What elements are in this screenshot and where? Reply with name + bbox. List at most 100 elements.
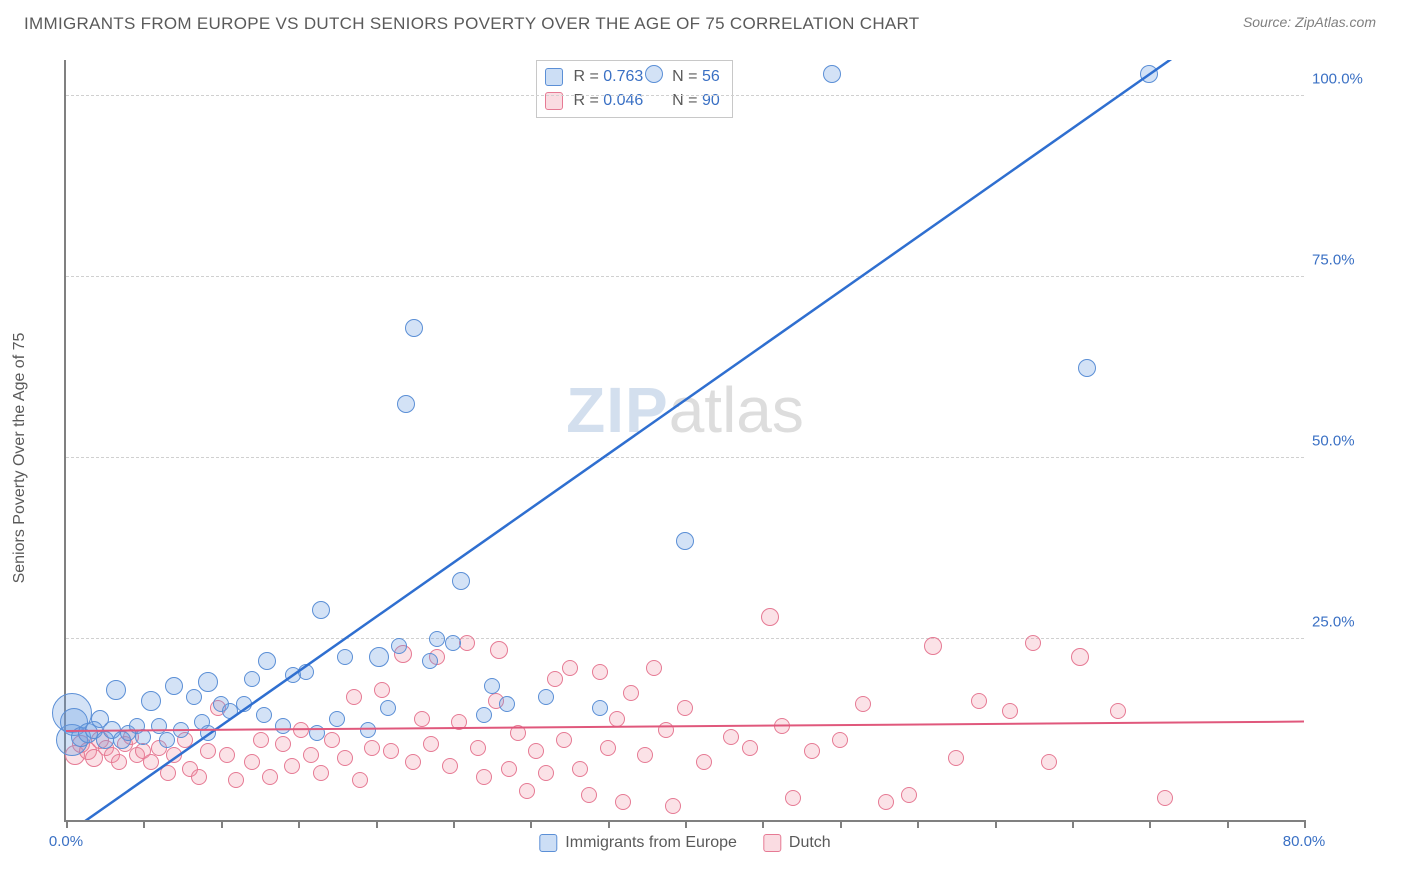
r-label: R (573, 68, 585, 85)
data-point-dutch (609, 711, 625, 727)
data-point-europe (422, 653, 438, 669)
data-point-dutch (374, 682, 390, 698)
data-point-dutch (901, 787, 917, 803)
gridline (66, 638, 1304, 639)
data-point-dutch (470, 740, 486, 756)
x-tick-label-end: 80.0% (1283, 833, 1326, 850)
data-point-europe (452, 572, 470, 590)
data-point-europe (397, 395, 415, 413)
data-point-europe (200, 725, 216, 741)
legend-label-dutch: Dutch (789, 834, 831, 852)
data-point-europe (429, 631, 445, 647)
data-point-dutch (572, 761, 588, 777)
data-point-dutch (459, 635, 475, 651)
data-point-dutch (878, 794, 894, 810)
data-point-dutch (592, 664, 608, 680)
swatch-blue-icon (545, 68, 563, 86)
data-point-dutch (696, 754, 712, 770)
data-point-dutch (423, 736, 439, 752)
x-tick (840, 820, 842, 828)
x-tick (685, 820, 687, 828)
correlation-legend: R = 0.763 N = 56 R = 0.046 N = 90 (536, 60, 732, 118)
data-point-dutch (262, 769, 278, 785)
data-point-dutch (723, 729, 739, 745)
data-point-dutch (383, 743, 399, 759)
data-point-europe (676, 532, 694, 550)
data-point-dutch (677, 700, 693, 716)
y-tick-label: 50.0% (1312, 433, 1374, 450)
legend-item-europe: Immigrants from Europe (539, 834, 737, 852)
gridline (66, 95, 1304, 96)
data-point-dutch (160, 765, 176, 781)
source-label: Source: (1243, 14, 1295, 30)
chart-title: IMMIGRANTS FROM EUROPE VS DUTCH SENIORS … (24, 14, 920, 34)
data-point-dutch (1157, 790, 1173, 806)
data-point-europe (135, 729, 151, 745)
data-point-europe (484, 678, 500, 694)
data-point-dutch (476, 769, 492, 785)
data-point-dutch (352, 772, 368, 788)
data-point-europe (236, 696, 252, 712)
data-point-europe (275, 718, 291, 734)
data-point-europe (244, 671, 260, 687)
data-point-europe (360, 722, 376, 738)
x-tick-label-start: 0.0% (49, 833, 83, 850)
chart-container: Seniors Poverty Over the Age of 75 ZIPat… (50, 60, 1380, 856)
data-point-europe (258, 652, 276, 670)
data-point-dutch (538, 765, 554, 781)
data-point-dutch (774, 718, 790, 734)
data-point-dutch (313, 765, 329, 781)
legend-label-europe: Immigrants from Europe (565, 834, 737, 852)
data-point-europe (645, 65, 663, 83)
data-point-dutch (924, 637, 942, 655)
data-point-dutch (244, 754, 260, 770)
data-point-dutch (143, 754, 159, 770)
x-tick (762, 820, 764, 828)
data-point-dutch (600, 740, 616, 756)
data-point-dutch (971, 693, 987, 709)
data-point-dutch (293, 722, 309, 738)
y-axis-label: Seniors Poverty Over the Age of 75 (11, 333, 29, 584)
y-tick-label: 75.0% (1312, 252, 1374, 269)
data-point-europe (165, 677, 183, 695)
data-point-dutch (615, 794, 631, 810)
data-point-dutch (510, 725, 526, 741)
data-point-dutch (303, 747, 319, 763)
data-point-europe (186, 689, 202, 705)
watermark: ZIPatlas (566, 373, 804, 447)
data-point-dutch (948, 750, 964, 766)
y-tick-label: 100.0% (1312, 71, 1374, 88)
data-point-dutch (364, 740, 380, 756)
data-point-europe (298, 664, 314, 680)
x-tick (298, 820, 300, 828)
x-tick (608, 820, 610, 828)
x-tick (66, 820, 68, 828)
x-tick (1072, 820, 1074, 828)
data-point-dutch (284, 758, 300, 774)
data-point-europe (499, 696, 515, 712)
data-point-dutch (451, 714, 467, 730)
source-name: ZipAtlas.com (1295, 14, 1376, 30)
gridline (66, 457, 1304, 458)
swatch-blue-icon (539, 834, 557, 852)
data-point-dutch (547, 671, 563, 687)
data-point-europe (106, 680, 126, 700)
data-point-dutch (166, 747, 182, 763)
data-point-dutch (490, 641, 508, 659)
data-point-dutch (191, 769, 207, 785)
data-point-europe (391, 638, 407, 654)
x-tick (995, 820, 997, 828)
data-point-dutch (1002, 703, 1018, 719)
data-point-dutch (442, 758, 458, 774)
data-point-dutch (742, 740, 758, 756)
scatter-plot-area: ZIPatlas R = 0.763 N = 56 R = 0.046 N = … (64, 60, 1304, 822)
data-point-europe (592, 700, 608, 716)
x-tick (376, 820, 378, 828)
x-tick (143, 820, 145, 828)
data-point-europe (476, 707, 492, 723)
n-label: N (672, 68, 684, 85)
data-point-europe (405, 319, 423, 337)
data-point-dutch (253, 732, 269, 748)
series-legend: Immigrants from Europe Dutch (539, 834, 830, 852)
r-value-europe: 0.763 (603, 68, 643, 85)
